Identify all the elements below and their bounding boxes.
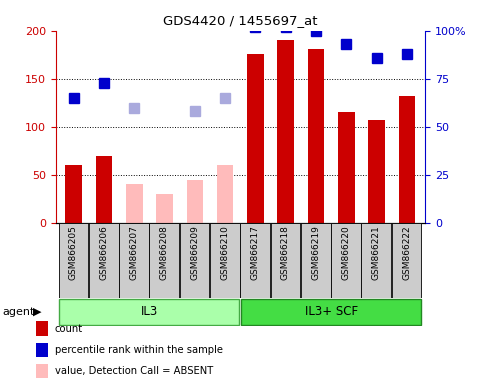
Bar <box>149 223 179 298</box>
Bar <box>96 156 113 223</box>
Bar <box>156 194 173 223</box>
Title: GDS4420 / 1455697_at: GDS4420 / 1455697_at <box>163 14 317 27</box>
Text: GSM866205: GSM866205 <box>69 225 78 280</box>
Text: GSM866222: GSM866222 <box>402 225 411 280</box>
Text: GSM866220: GSM866220 <box>341 225 351 280</box>
Bar <box>361 223 391 298</box>
Bar <box>270 223 300 298</box>
Bar <box>126 184 142 223</box>
Text: GSM866208: GSM866208 <box>160 225 169 280</box>
Bar <box>338 113 355 223</box>
Bar <box>186 180 203 223</box>
Bar <box>247 54 264 223</box>
Bar <box>331 223 361 298</box>
Bar <box>119 223 149 298</box>
Text: GSM866219: GSM866219 <box>311 225 320 280</box>
Bar <box>210 223 240 298</box>
Text: GSM866210: GSM866210 <box>220 225 229 280</box>
Text: GSM866206: GSM866206 <box>99 225 108 280</box>
Text: GSM866217: GSM866217 <box>251 225 260 280</box>
Text: count: count <box>55 324 83 334</box>
Bar <box>241 223 270 298</box>
Bar <box>180 223 210 298</box>
Text: IL3: IL3 <box>141 305 158 318</box>
Text: GSM866221: GSM866221 <box>372 225 381 280</box>
Text: IL3+ SCF: IL3+ SCF <box>305 305 358 318</box>
Bar <box>368 120 385 223</box>
Text: GSM866209: GSM866209 <box>190 225 199 280</box>
Bar <box>58 223 88 298</box>
Bar <box>301 223 330 298</box>
Bar <box>392 223 421 298</box>
Text: GSM866218: GSM866218 <box>281 225 290 280</box>
Text: value, Detection Call = ABSENT: value, Detection Call = ABSENT <box>55 366 213 376</box>
Text: GSM866207: GSM866207 <box>129 225 139 280</box>
Bar <box>65 165 82 223</box>
Bar <box>308 49 325 223</box>
Bar <box>217 165 233 223</box>
Bar <box>59 299 240 325</box>
Bar <box>277 40 294 223</box>
Text: ▶: ▶ <box>33 307 42 317</box>
Text: percentile rank within the sample: percentile rank within the sample <box>55 345 223 355</box>
Bar <box>89 223 118 298</box>
Bar <box>241 299 421 325</box>
Text: agent: agent <box>2 307 35 317</box>
Bar <box>398 96 415 223</box>
